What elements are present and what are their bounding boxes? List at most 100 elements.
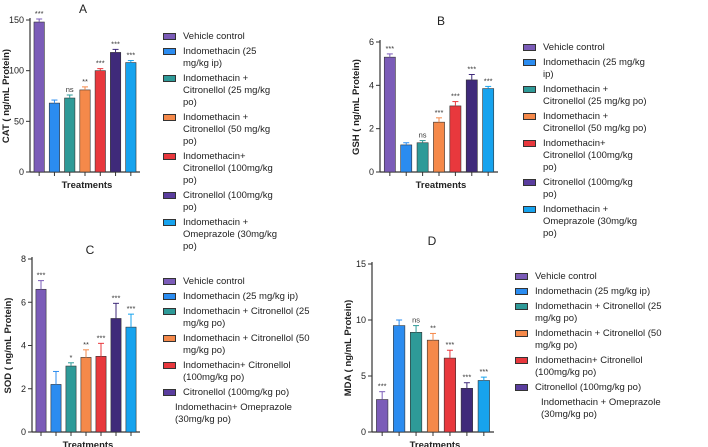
legend-item: Vehicle control: [163, 276, 311, 288]
legend-label: Indomethacin+ Citronellol (100mg/kg po): [183, 360, 291, 383]
legend-swatch: [515, 288, 528, 295]
y-tick-label: 4: [369, 80, 374, 90]
bar-d-4: [426, 339, 440, 433]
significance-label: **: [82, 77, 88, 86]
legend-item: Indomethacin + Omeprazole (30mg/kg po): [515, 397, 675, 421]
y-tick-label: 4: [21, 341, 26, 351]
bar-a-3: [64, 97, 76, 173]
legend-item: Indomethacin+ Citronellol (100mg/kg po): [163, 151, 281, 187]
y-tick-label: 5: [361, 371, 366, 381]
bar-d-6: [460, 388, 473, 433]
chart-panel-a: A 0 50 100 150 CAT ( ng/mL Protein) Treatments…: [1, 2, 140, 191]
legend-swatch: [163, 153, 176, 160]
significance-label: ***: [111, 39, 120, 48]
legend-d: Vehicle control Indomethacin (25 mg/kg ip…: [515, 271, 675, 424]
significance-label: ***: [451, 92, 460, 101]
legend-label: Indomethacin + Citronellol (50 mg/kg po): [535, 328, 662, 351]
legend-swatch: [515, 357, 528, 364]
panel-title: A: [79, 2, 87, 16]
legend-label: Indomethacin + Citronellol (25 mg/kg po): [183, 306, 310, 329]
legend-item: Indomethacin (25 mg/kg ip): [163, 291, 311, 303]
x-axis-label: Treatments: [410, 440, 461, 447]
bar-d-2: [393, 325, 406, 433]
panel-title: B: [437, 14, 445, 28]
legend-label: Citronellol (100mg/kg po): [183, 190, 273, 213]
significance-label: ***: [467, 65, 476, 74]
legend-item: Citronellol (100mg/kg po): [163, 387, 311, 399]
legend-item: Indomethacin + Citronellol (25 mg/kg po): [163, 73, 281, 109]
bar-b-4: [433, 121, 445, 173]
bar-b-7: [482, 88, 495, 173]
legend-swatch: [515, 303, 528, 310]
y-tick-label: 100: [9, 66, 24, 76]
legend-label: Vehicle control: [535, 271, 597, 282]
legend-item: Indomethacin (25 mg/kg ip): [163, 46, 281, 70]
y-axis-label: GSH ( ng/mL Protein): [351, 59, 362, 155]
legend-label: Indomethacin + Omeprazole (30mg/kg po): [183, 217, 277, 252]
legend-swatch: [163, 293, 176, 300]
legend-swatch: [163, 75, 176, 82]
legend-label: Vehicle control: [543, 42, 605, 53]
legend-item: Indomethacin (25 mg/kg ip): [515, 286, 675, 298]
bar-a-2: [48, 102, 60, 173]
bar-a-5: [94, 70, 106, 173]
significance-label: *: [70, 353, 73, 362]
chart-panel-b: B 0 2 4 6 GSH ( ng/mL Protein) Treatments *** ns…: [351, 14, 498, 191]
significance-label: ***: [463, 373, 472, 382]
legend-label: Indomethacin + Omeprazole (30mg/kg po): [543, 204, 637, 239]
legend-item: Indomethacin + Citronellol (25 mg/kg po): [163, 306, 311, 330]
y-tick-label: 6: [369, 37, 374, 47]
legend-item: Indomethacin + Citronellol (50 mg/kg po): [163, 333, 311, 357]
legend-label: Indomethacin+ Citronellol (100mg/kg po): [183, 151, 273, 186]
y-tick-label: 150: [9, 15, 24, 25]
significance-label: ***: [446, 340, 455, 349]
legend-item: Indomethacin (25 mg/kg ip): [523, 57, 649, 81]
legend-item: Indomethacin+ Citronellol (100mg/kg po): [523, 138, 649, 174]
legend-label: Indomethacin + Citronellol (50 mg/kg po): [543, 111, 647, 134]
legend-swatch: [163, 48, 176, 55]
y-tick-label: 0: [19, 167, 24, 177]
bar-a-6: [110, 52, 122, 173]
y-tick-label: 0: [21, 427, 26, 437]
legend-item: Indomethacin + Omeprazole (30mg/kg po): [163, 217, 281, 253]
bar-d-3: [409, 332, 423, 433]
legend-label: Vehicle control: [183, 31, 245, 42]
bar-a-4: [79, 89, 91, 173]
legend-item: Citronellol (100mg/kg po): [523, 177, 649, 201]
y-tick-label: 0: [361, 427, 366, 437]
legend-label: Indomethacin+ Omeprazole (30mg/kg po): [175, 402, 292, 425]
y-axis-label: CAT ( ng/mL Protein): [1, 49, 12, 143]
legend-item: Vehicle control: [523, 42, 649, 54]
legend-label: Indomethacin + Omeprazole (30mg/kg po): [541, 397, 661, 420]
legend-label: Indomethacin (25 mg/kg ip): [183, 291, 299, 302]
y-axis-label: MDA ( ng/mL Protein): [343, 300, 354, 397]
legend-item: Indomethacin+ Citronellol (100mg/kg po): [515, 355, 675, 379]
significance-label: ***: [96, 59, 105, 68]
legend-swatch: [163, 389, 176, 396]
bar-c-3: [65, 365, 77, 433]
legend-item: Vehicle control: [515, 271, 675, 283]
significance-label: ***: [484, 76, 493, 85]
legend-item: Indomethacin + Citronellol (50 mg/kg po): [515, 328, 675, 352]
significance-label: ns: [66, 85, 74, 94]
bar-c-1: [35, 288, 47, 433]
legend-swatch: [515, 273, 528, 280]
legend-swatch: [163, 33, 176, 40]
bar-a-1: [33, 21, 45, 173]
legend-label: Indomethacin + Citronellol (25 mg/kg po): [543, 84, 647, 107]
legend-swatch: [515, 384, 528, 391]
y-axis-label: SOD ( ng/mL Protein): [3, 298, 14, 394]
legend-swatch: [163, 114, 176, 121]
legend-label: Indomethacin+ Citronellol (100mg/kg po): [535, 355, 643, 378]
y-tick-label: 50: [14, 116, 24, 126]
bar-b-1: [383, 56, 396, 173]
legend-swatch: [163, 308, 176, 315]
y-tick-label: 2: [369, 124, 374, 134]
legend-item: Citronellol (100mg/kg po): [515, 382, 675, 394]
legend-a: Vehicle control Indomethacin (25 mg/kg ip…: [163, 31, 281, 256]
significance-label: ***: [126, 51, 135, 60]
legend-label: Indomethacin (25 mg/kg ip): [535, 286, 651, 297]
legend-item: Citronellol (100mg/kg po): [163, 190, 281, 214]
significance-label: ***: [435, 108, 444, 117]
